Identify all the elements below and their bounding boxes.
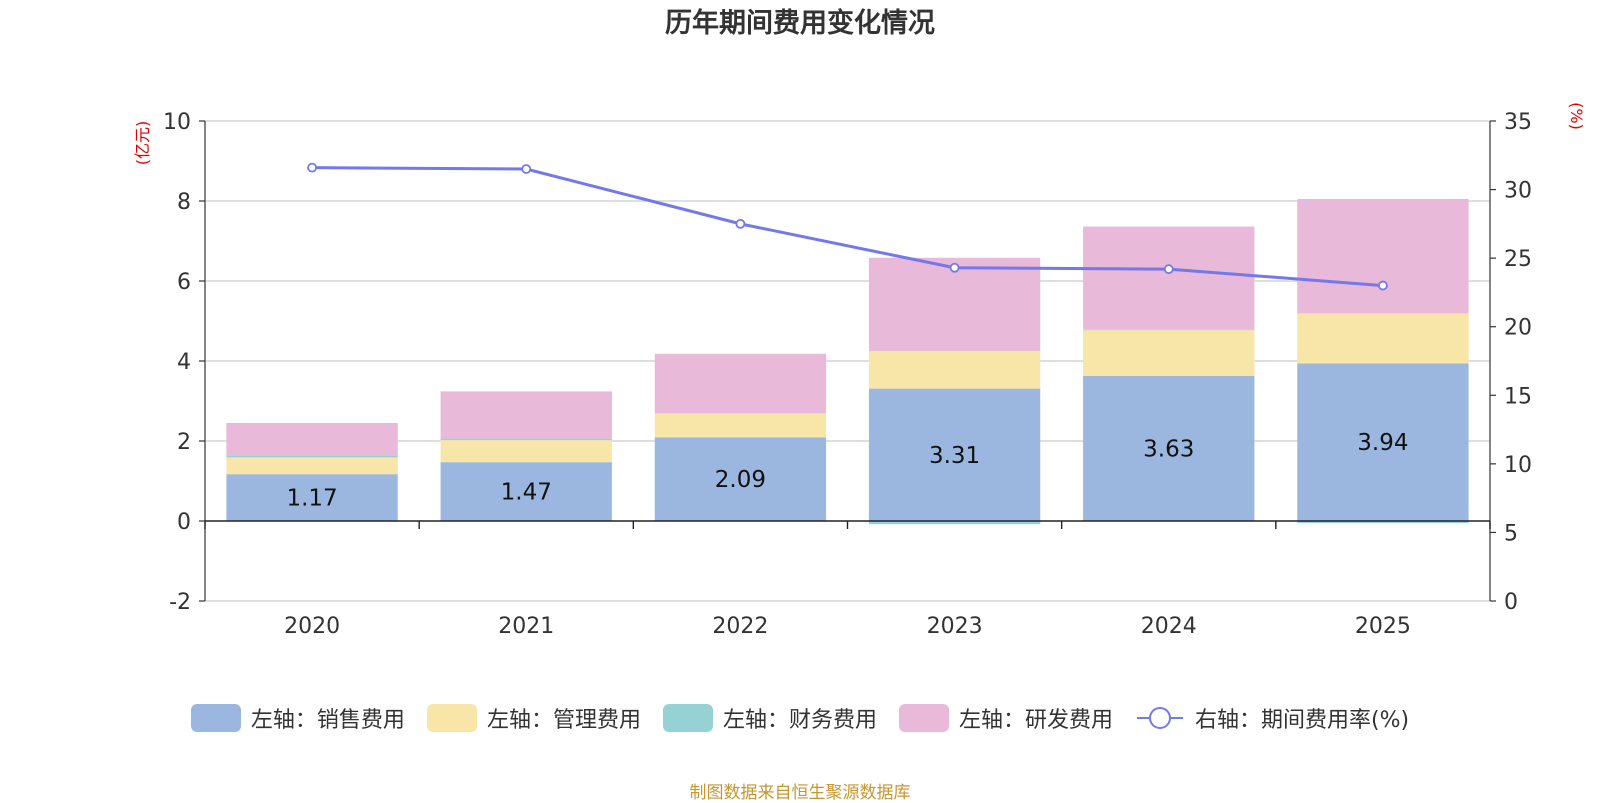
rate-point — [951, 264, 959, 272]
bar-segment — [441, 440, 612, 462]
legend-item[interactable]: 左轴：研发费用 — [899, 702, 1113, 734]
bar-segment — [226, 423, 397, 455]
right-tick-label: 25 — [1504, 247, 1532, 272]
right-tick-label: 0 — [1504, 590, 1518, 615]
legend-label: 左轴：研发费用 — [959, 702, 1113, 734]
left-tick-label: 8 — [177, 190, 191, 215]
bar-value-label: 2.09 — [715, 467, 766, 493]
x-tick-label: 2025 — [1355, 614, 1411, 639]
x-tick-label: 2021 — [498, 614, 554, 639]
bar-segment — [1083, 227, 1254, 330]
source-note: 制图数据来自恒生聚源数据库 — [0, 778, 1600, 803]
right-tick-label: 20 — [1504, 316, 1532, 341]
right-tick-label: 30 — [1504, 179, 1532, 204]
bar-value-label: 1.47 — [501, 480, 552, 506]
legend-label: 左轴：管理费用 — [487, 702, 641, 734]
x-tick-label: 2023 — [927, 614, 983, 639]
bar-segment — [1297, 199, 1468, 313]
legend-label: 左轴：销售费用 — [251, 702, 405, 734]
x-tick-label: 2020 — [284, 614, 340, 639]
legend-label: 右轴：期间费用率(%) — [1195, 702, 1409, 734]
rate-point — [1379, 282, 1387, 290]
right-axis-unit: (%) — [1567, 102, 1586, 130]
right-tick-label: 15 — [1504, 384, 1532, 409]
bar-segment — [441, 391, 612, 438]
left-tick-label: 4 — [177, 350, 191, 375]
legend-item[interactable]: 右轴：期间费用率(%) — [1135, 702, 1409, 734]
bar-value-label: 1.17 — [286, 486, 337, 512]
bar-segment — [441, 439, 612, 441]
bar-segment — [655, 413, 826, 437]
left-tick-label: 6 — [177, 270, 191, 295]
right-tick-label: 5 — [1504, 521, 1518, 546]
right-tick-label: 35 — [1504, 110, 1532, 135]
right-tick-label: 10 — [1504, 453, 1532, 478]
bar-segment — [1083, 330, 1254, 376]
rate-point — [736, 220, 744, 228]
rate-point — [308, 164, 316, 172]
rate-point — [522, 165, 530, 173]
x-tick-label: 2024 — [1141, 614, 1197, 639]
left-tick-label: 10 — [163, 110, 191, 135]
rate-point — [1165, 265, 1173, 273]
bar-segment — [655, 354, 826, 414]
bar-value-label: 3.31 — [929, 443, 980, 469]
legend-swatch — [899, 704, 949, 732]
legend-swatch — [663, 704, 713, 732]
legend-label: 左轴：财务费用 — [723, 702, 877, 734]
legend-line-swatch — [1135, 704, 1185, 732]
bar-segment — [869, 351, 1040, 389]
legend-item[interactable]: 左轴：销售费用 — [191, 702, 405, 734]
left-tick-label: 2 — [177, 430, 191, 455]
legend-swatch — [427, 704, 477, 732]
left-tick-label: 0 — [177, 510, 191, 535]
bar-value-label: 3.94 — [1357, 430, 1408, 456]
bar-segment — [226, 457, 397, 474]
bar-segment — [226, 455, 397, 457]
bar-value-label: 3.63 — [1143, 436, 1194, 462]
left-axis-unit: (亿元) — [133, 121, 152, 166]
legend-item[interactable]: 左轴：管理费用 — [427, 702, 641, 734]
bar-segment — [1297, 313, 1468, 363]
legend-swatch — [191, 704, 241, 732]
left-tick-label: -2 — [169, 590, 191, 615]
legend-item[interactable]: 左轴：财务费用 — [663, 702, 877, 734]
chart-title: 历年期间费用变化情况 — [665, 7, 935, 39]
legend-marker — [1150, 708, 1170, 728]
x-tick-label: 2022 — [712, 614, 768, 639]
legend: 左轴：销售费用 左轴：管理费用 左轴：财务费用 左轴：研发费用 右轴：期间费用率(%) — [0, 702, 1600, 734]
